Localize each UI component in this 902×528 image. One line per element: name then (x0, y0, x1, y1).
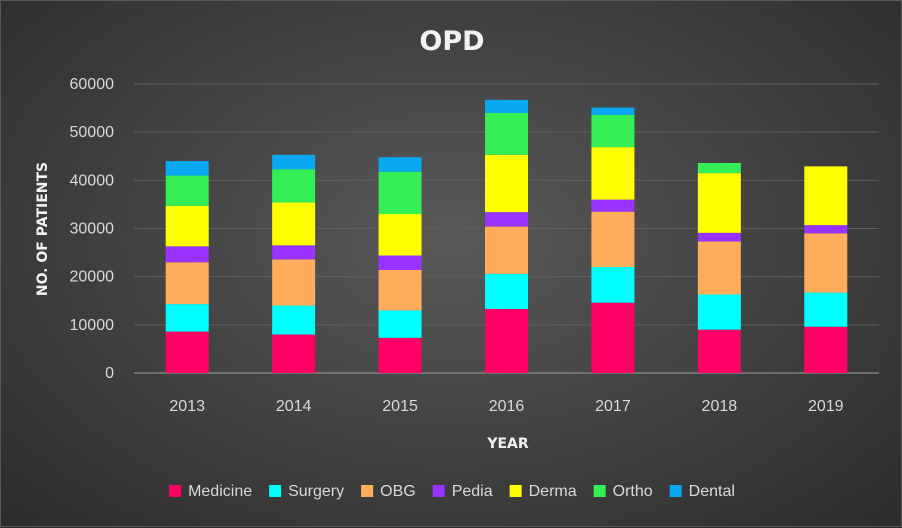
bar-segment-derma-2018 (697, 173, 741, 233)
bar-segment-medicine-2016 (485, 308, 528, 373)
legend-label: Ortho (613, 483, 653, 500)
bar-segment-surgery-2014 (272, 305, 316, 335)
legend-label: Medicine (188, 483, 252, 500)
legend-item-dental: Dental (669, 483, 735, 500)
bar-segment-dental-2017 (591, 107, 635, 115)
x-tick-label: 2016 (489, 398, 525, 415)
bar-segment-medicine-2013 (165, 331, 209, 373)
legend-item-medicine: Medicine (169, 483, 252, 500)
bar-segment-medicine-2019 (804, 326, 848, 373)
bar-segment-obg-2018 (697, 241, 741, 295)
legend-label: Dental (689, 483, 735, 500)
x-tick-label: 2013 (169, 398, 205, 415)
legend-swatch (509, 485, 522, 497)
bar-segment-ortho-2017 (591, 114, 635, 148)
bar-segment-dental-2014 (272, 154, 316, 170)
bar-segment-surgery-2017 (591, 267, 635, 303)
bar-segment-dental-2013 (165, 161, 209, 176)
legend-item-derma: Derma (509, 483, 577, 500)
legend-swatch (269, 485, 282, 497)
y-axis-title: NO. OF PATIENTS (35, 162, 51, 296)
bar-segment-obg-2014 (272, 259, 316, 306)
legend-item-pedia: Pedia (432, 483, 493, 500)
legend-label: Pedia (452, 483, 493, 500)
y-tick-labels: 0 10000 20000 30000 40000 50000 60000 (70, 76, 115, 382)
y-tick-label: 40000 (70, 172, 115, 189)
legend: Medicine Surgery OBG Pedia Derma Ortho Dental (169, 483, 735, 500)
legend-swatch (361, 485, 374, 497)
bar-segment-ortho-2018 (697, 162, 741, 174)
bar-segment-surgery-2019 (804, 292, 848, 327)
legend-item-surgery: Surgery (269, 483, 344, 500)
x-tick-label: 2017 (595, 398, 631, 415)
bar-segment-derma-2014 (272, 202, 316, 246)
legend-swatch (432, 485, 445, 497)
bar-segment-obg-2017 (591, 211, 635, 268)
legend-item-ortho: Ortho (593, 483, 653, 500)
y-tick-label: 0 (105, 365, 114, 382)
y-tick-label: 60000 (70, 76, 115, 93)
x-tick-labels: 2013 2014 2015 2016 2017 2018 2019 (169, 398, 843, 415)
legend-label: OBG (380, 483, 416, 500)
legend-item-obg: OBG (361, 483, 416, 500)
bar-segment-derma-2013 (165, 205, 209, 247)
chart-title: OPD (419, 26, 484, 57)
bar-segment-pedia-2015 (378, 255, 422, 270)
x-tick-label: 2018 (702, 398, 738, 415)
bars (165, 99, 848, 373)
bar-segment-medicine-2014 (272, 334, 316, 373)
bar-segment-derma-2017 (591, 147, 635, 200)
bar-segment-ortho-2015 (378, 171, 422, 215)
bar-segment-derma-2015 (378, 214, 422, 256)
y-tick-label: 30000 (70, 221, 115, 238)
bar-segment-pedia-2017 (591, 199, 635, 212)
bar-segment-medicine-2015 (378, 337, 422, 373)
y-tick-label: 50000 (70, 124, 115, 141)
legend-swatch (669, 485, 682, 497)
legend-label: Derma (529, 483, 577, 500)
x-tick-label: 2015 (382, 398, 418, 415)
bar-segment-surgery-2016 (485, 273, 528, 309)
bar-segment-ortho-2014 (272, 169, 316, 203)
bar-segment-pedia-2013 (165, 246, 209, 263)
bar-segment-obg-2015 (378, 269, 422, 311)
bar-segment-pedia-2016 (485, 212, 528, 227)
bar-segment-ortho-2016 (485, 112, 528, 155)
bar-segment-obg-2019 (804, 233, 848, 293)
bar-segment-derma-2019 (804, 166, 848, 226)
bar-segment-obg-2013 (165, 262, 209, 305)
bar-segment-surgery-2013 (165, 304, 209, 332)
x-tick-label: 2014 (276, 398, 312, 415)
legend-label: Surgery (288, 483, 344, 500)
bar-segment-surgery-2015 (378, 310, 422, 338)
y-tick-label: 10000 (70, 317, 115, 334)
bar-segment-pedia-2014 (272, 245, 316, 260)
bar-segment-surgery-2018 (697, 294, 741, 330)
bar-segment-pedia-2018 (697, 232, 741, 242)
bar-segment-dental-2016 (485, 99, 528, 113)
bar-segment-pedia-2019 (804, 225, 848, 234)
bar-segment-medicine-2017 (591, 302, 635, 373)
legend-swatch (169, 485, 182, 497)
legend-swatch (593, 485, 606, 497)
bar-segment-derma-2016 (485, 154, 528, 213)
bar-segment-obg-2016 (485, 226, 528, 274)
bar-segment-ortho-2013 (165, 175, 209, 206)
bar-segment-medicine-2018 (697, 329, 741, 373)
x-tick-label: 2019 (808, 398, 844, 415)
bar-segment-dental-2015 (378, 157, 422, 172)
x-axis-title: YEAR (486, 436, 529, 452)
y-tick-label: 20000 (70, 269, 115, 286)
